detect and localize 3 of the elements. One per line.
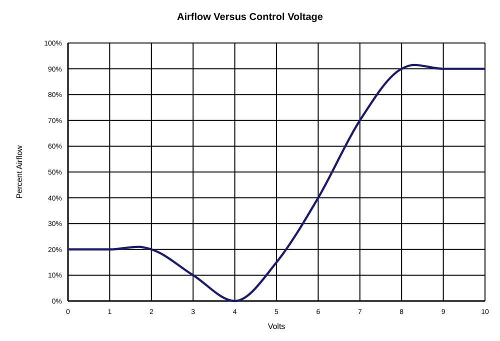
x-axis-title: Volts [268, 322, 286, 331]
y-axis-title: Percent Airflow [15, 145, 24, 199]
chart-title: Airflow Versus Control Voltage [177, 12, 324, 23]
